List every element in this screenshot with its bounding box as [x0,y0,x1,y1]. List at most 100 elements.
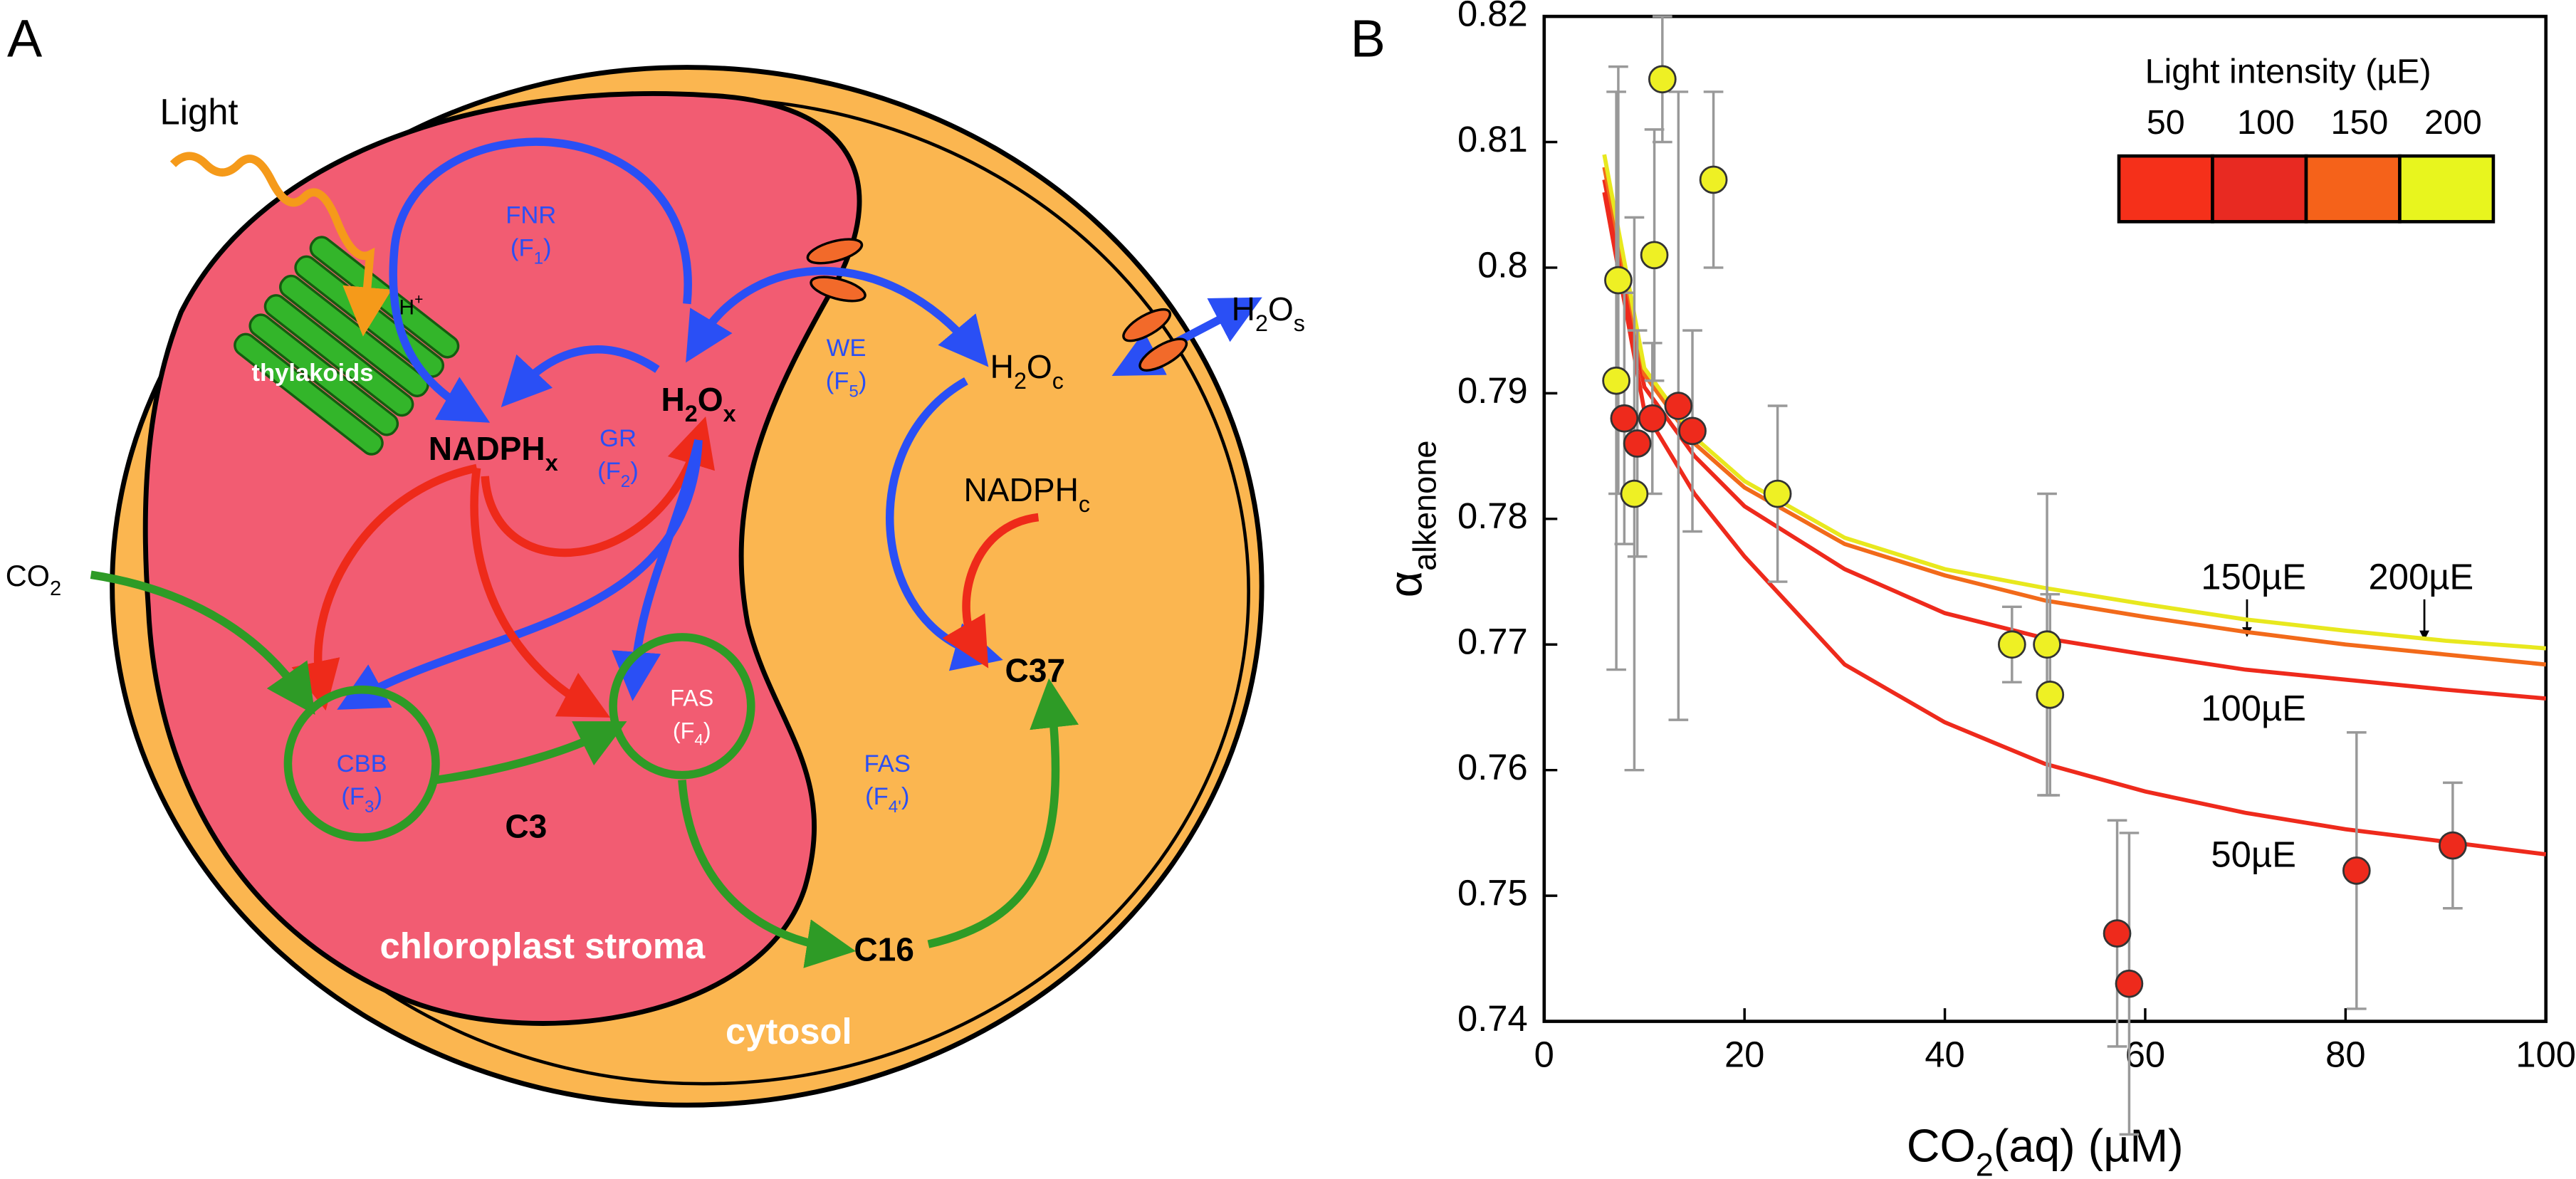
diagram-label-part: (F [597,458,621,485]
diagram-label-part: O [698,381,723,418]
diagram-label-part: NADPH [429,430,545,467]
diagram-label-part: (F [341,783,365,810]
diagram-label-part: 2 [621,472,630,491]
diagram-label-part: 2 [685,401,698,426]
x-tick-label: 40 [1925,1034,1964,1075]
curve-label: 100µE [2201,688,2306,728]
x-tick-label: 60 [2125,1034,2165,1075]
diagram-label: H2Os [1232,290,1305,335]
data-point [2036,681,2065,709]
diagram-label: WE [827,335,866,362]
diagram-label: (F2) [597,458,639,491]
diagram-label-part: ) [543,235,552,262]
diagram-label-part: ) [374,783,382,810]
diagram-label: cytosol [726,1011,852,1052]
x-axis-label-part: CO [1907,1121,1976,1172]
y-tick-label: 0.8 [1477,244,1528,285]
data-point [2115,969,2144,998]
diagram-label: Light [159,92,238,132]
curve-label: 150µE [2201,557,2306,597]
y-tick-label: 0.75 [1457,873,1528,913]
diagram-label: GR [600,425,637,452]
diagram-label-part: 4 [694,731,703,749]
diagram-label-part: 4' [889,797,901,817]
diagram-label: (F3) [341,783,382,817]
diagram-label-part: H [661,381,684,418]
diagram-label-part: WE [827,335,866,362]
diagram-label-part: FNR [506,202,556,229]
diagram-label-part: ) [901,783,910,810]
diagram-label: (F1) [511,235,552,268]
data-point [2439,831,2467,860]
y-axis-label-part: alkenone [1407,440,1443,570]
diagram-label-part: GR [600,425,637,452]
x-axis-label-part: 2 [1976,1147,1994,1179]
fit-line [1602,192,2547,856]
diagram-label-part: 5 [849,382,858,401]
diagram-label-part: FAS [670,685,713,711]
data-point [1623,429,1652,458]
diagram-label-part: ) [859,368,867,395]
diagram-label: chloroplast stroma [380,926,706,967]
diagram-label-part: cytosol [726,1011,852,1052]
diagram-label: (F4') [865,783,909,817]
data-point [1610,404,1639,433]
y-tick-label: 0.79 [1457,370,1528,411]
legend-swatch [2211,154,2308,224]
light-arrow [169,152,392,337]
diagram-label: C3 [505,808,547,845]
x-axis-label: CO2(aq) (µM) [1907,1121,2184,1179]
diagram-label: NADPHx [429,430,558,475]
diagram-label: H+ [399,292,423,320]
curve-label: 200µE [2369,557,2474,597]
data-point [1648,65,1677,94]
diagram-label: CO2 [6,559,61,600]
diagram-label-part: 1 [534,248,543,268]
diagram-label: thylakoids [251,360,373,387]
diagram-label-part: C37 [1005,652,1066,689]
diagram-label-part: x [723,401,736,426]
curve-label: 50µE [2211,834,2296,874]
transporters [806,238,1188,372]
diagram-label-part: (F [826,368,849,395]
diagram-label-part: CBB [337,750,387,777]
data-point [1604,266,1633,295]
diagram-label-part: H [1232,290,1255,328]
diagram-label: C16 [854,931,914,968]
diagram-label-part: + [414,292,423,308]
fit-line [1602,179,2546,701]
data-point [2033,630,2061,659]
diagram-label-part: Light [159,92,238,132]
legend-swatch [2117,154,2214,224]
diagram-label-part: thylakoids [251,360,373,387]
data-point [1638,404,1667,433]
diagram-label-part: O [1027,348,1052,385]
diagram-label-part: chloroplast stroma [380,926,706,967]
legend-label: 100 [2237,103,2295,142]
data-point [1678,416,1707,446]
diagram-label: C37 [1005,652,1066,689]
data-point [1664,392,1693,420]
diagram-label-part: CO [6,559,50,592]
data-point [1699,165,1728,194]
x-tick-label: 20 [1724,1034,1764,1075]
diagram-label: FNR [506,202,556,229]
y-tick-label: 0.76 [1457,747,1528,787]
x-tick-label: 0 [1534,1034,1554,1075]
diagram-label-part: O [1268,290,1294,328]
data-point [2103,919,2132,948]
diagram-label-part: 2 [1014,367,1027,393]
diagram-label-part: (F [511,235,534,262]
x-tick-label: 80 [2325,1034,2365,1075]
x-axis-label-part: (aq) (µM) [1994,1121,2184,1172]
diagram-label-part: C3 [505,808,547,845]
diagram [90,65,1265,1108]
diagram-label-part: s [1294,310,1305,336]
diagram-label-part: (F [865,783,889,810]
legend-label: 200 [2424,103,2482,142]
diagram-label: (F4) [673,718,711,749]
diagram-label-part: H [990,348,1014,385]
legend-title: Light intensity (µE) [2145,53,2431,91]
